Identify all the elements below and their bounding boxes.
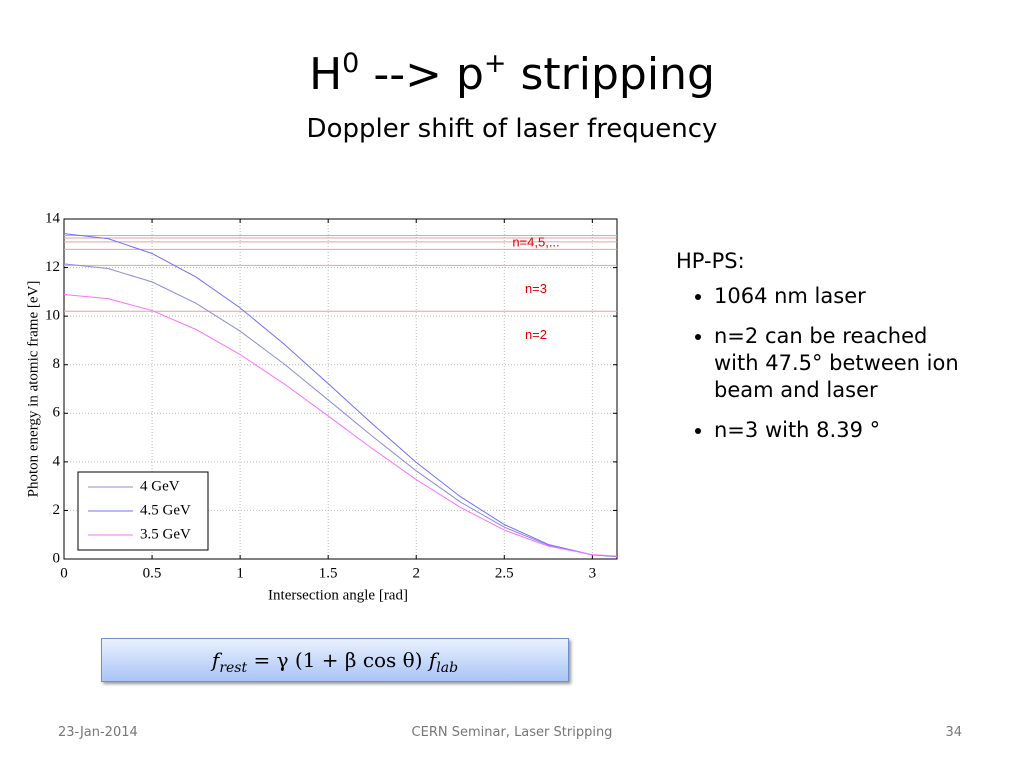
- formula-box: frest = γ (1 + β cos θ) flab: [101, 638, 569, 682]
- formula-part: = γ (1 + β cos θ): [247, 648, 429, 672]
- annotation: n=3: [525, 281, 547, 296]
- x-tick-label: 1: [236, 565, 244, 581]
- plot-frame: [63, 218, 618, 560]
- x-tick-label: 2: [412, 565, 420, 581]
- formula-part: f: [428, 648, 437, 672]
- title-sup: +: [483, 48, 507, 79]
- legend-label: 4.5 GeV: [140, 502, 191, 518]
- x-tick-label: 0.5: [143, 565, 162, 581]
- title-text: stripping: [506, 49, 715, 100]
- page-number: 34: [945, 725, 962, 740]
- y-tick-label: 8: [53, 356, 61, 372]
- subtitle: Doppler shift of laser frequency: [306, 114, 718, 144]
- footer-date: 23-Jan-2014: [58, 725, 138, 740]
- y-tick-label: 0: [53, 550, 61, 566]
- x-tick-label: 2.5: [495, 565, 514, 581]
- title-sup: 0: [342, 48, 360, 79]
- annotation: n=2: [525, 327, 547, 342]
- formula-sub: rest: [219, 660, 248, 676]
- slide-title: H0 --> p+ stripping: [0, 48, 1024, 100]
- bullet: n=2 can be reached with 47.5° between io…: [714, 323, 976, 404]
- bullet: n=3 with 8.39 °: [714, 417, 976, 444]
- bullet-list: 1064 nm laser n=2 can be reached with 47…: [676, 283, 976, 444]
- formula-part: f: [211, 648, 220, 672]
- y-tick-label: 14: [45, 210, 61, 226]
- series-line: [63, 294, 618, 557]
- annotation: n=4,5,...: [512, 235, 559, 250]
- legend-label: 4 GeV: [140, 478, 180, 494]
- y-tick-label: 4: [53, 453, 61, 469]
- y-tick-label: 2: [53, 502, 61, 518]
- bullet: 1064 nm laser: [714, 283, 976, 310]
- notes: HP-PS: 1064 nm laser n=2 can be reached …: [676, 248, 976, 457]
- x-tick-label: 1.5: [319, 565, 338, 581]
- y-tick-label: 12: [45, 259, 60, 275]
- y-tick-label: 10: [45, 308, 60, 324]
- legend-label: 3.5 GeV: [140, 526, 191, 542]
- series-line: [63, 263, 618, 557]
- x-tick-label: 0: [60, 565, 68, 581]
- notes-heading: HP-PS:: [676, 249, 745, 273]
- formula-sub: lab: [436, 660, 459, 676]
- x-tick-label: 3: [589, 565, 597, 581]
- y-tick-label: 6: [53, 405, 61, 421]
- series-line: [63, 233, 618, 558]
- title-text: --> p: [359, 49, 484, 100]
- footer-center: CERN Seminar, Laser Stripping: [411, 725, 613, 740]
- y-axis-label: Photon energy in atomic frame [eV]: [25, 281, 41, 498]
- title-text: H: [309, 49, 343, 100]
- x-axis-label: Intersection angle [rad]: [268, 587, 408, 603]
- chart: Intersection angle [rad] Photon energy i…: [25, 210, 618, 603]
